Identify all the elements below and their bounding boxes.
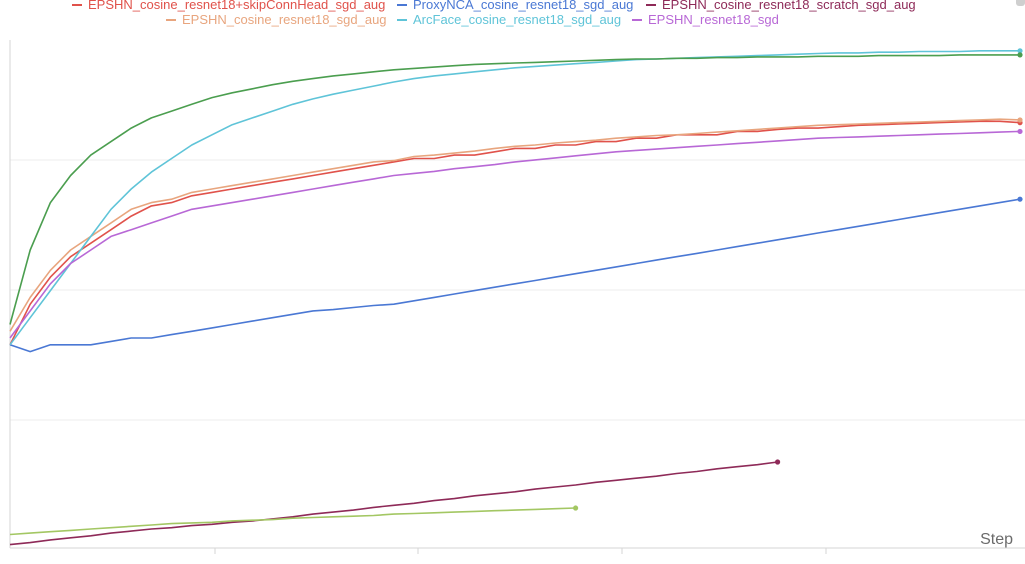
x-axis-label: Step (980, 531, 1013, 548)
series-endpoint-5 (1017, 128, 1023, 135)
series-endpoint-6 (1017, 52, 1023, 58)
scrollbar-thumb[interactable] (1016, 0, 1025, 6)
series-line-7 (9, 507, 576, 536)
series-line-0 (9, 120, 1021, 346)
legend-label-3: EPSHN_cosine_resnet18_sgd_aug (182, 12, 387, 27)
series-endpoint-3 (1017, 117, 1023, 123)
series-line-2 (9, 461, 778, 546)
legend-label-1: ProxyNCA_cosine_resnet18_sgd_aug (413, 0, 633, 12)
series-line-6 (9, 54, 1020, 325)
series-endpoint-1 (1017, 196, 1023, 202)
series-line-5 (9, 130, 1021, 339)
series-line-1 (9, 198, 1021, 353)
legend-label-0: EPSHN_cosine_resnet18+skipConnHead_sgd_a… (88, 0, 385, 12)
series-line-4 (9, 49, 1020, 346)
series-line-3 (9, 118, 1021, 332)
series-endpoint-7 (573, 505, 579, 511)
legend-label-4: ArcFace_cosine_resnet18_sgd_aug (413, 12, 621, 27)
series-endpoint-4 (1017, 48, 1023, 54)
legend-label-2: EPSHN_cosine_resnet18_scratch_sgd_aug (662, 0, 916, 12)
series-endpoint-2 (775, 459, 781, 465)
legend-label-5: EPSHN_resnet18_sgd (648, 12, 779, 27)
